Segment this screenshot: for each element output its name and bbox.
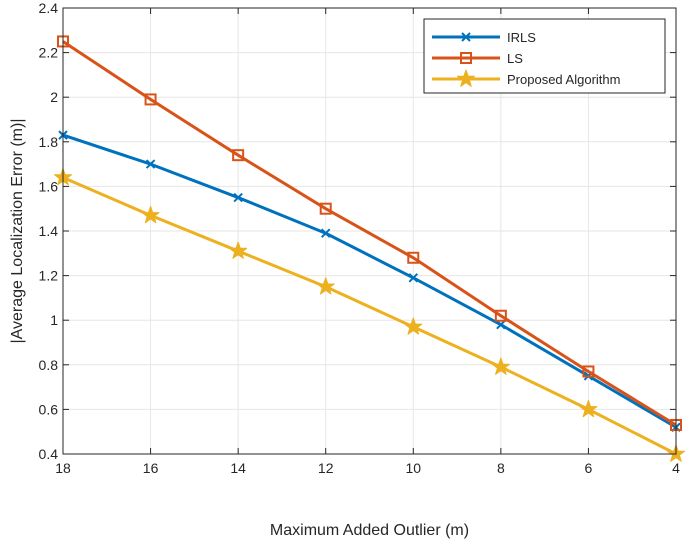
data-point [407,251,420,264]
x-tick-label: 8 [497,460,505,476]
y-axis-title: |Average Localization Error (m)| [9,119,26,344]
data-point [319,202,332,215]
y-tick-label: 2.2 [39,45,59,61]
legend-label: IRLS [507,30,536,45]
x-tick-label: 18 [55,460,71,476]
y-tick-label: 1.6 [39,178,59,194]
y-tick-label: 0.6 [39,401,59,417]
series-line [62,133,677,429]
data-point [494,309,507,322]
legend-item: IRLS [432,30,536,45]
y-tick-label: 1.4 [39,223,59,239]
x-tick-label: 16 [143,460,159,476]
x-tick-label: 12 [318,460,334,476]
legend-marker [460,52,472,64]
data-point [496,319,506,330]
data-point [232,149,245,162]
x-tick-label: 6 [585,460,593,476]
legend-item: LS [432,51,523,66]
x-axis-title: Maximum Added Outlier (m) [270,522,469,539]
legend: IRLS LS Proposed Algorithm [423,18,666,94]
y-tick-label: 1.8 [39,134,59,150]
x-tick-label: 10 [405,460,421,476]
series-group [53,35,686,462]
y-tick-label: 0.8 [39,357,59,373]
data-point [144,93,157,106]
legend-label: LS [507,51,523,66]
legend-item: Proposed Algorithm [432,69,620,87]
x-tick-label: 4 [672,460,680,476]
y-tick-label: 1 [50,312,58,328]
data-point [229,241,248,259]
y-tick-label: 2 [50,89,58,105]
data-point [582,365,595,378]
legend-marker [461,32,471,42]
y-tick-label: 2.4 [39,0,59,16]
series-line [62,40,677,427]
y-tick-label: 0.4 [39,446,59,462]
series-line [62,176,677,456]
x-tick-label: 14 [230,460,246,476]
data-point [491,357,510,375]
data-point [316,277,335,295]
data-point [141,205,160,224]
data-point [145,159,156,169]
data-point [233,192,243,203]
data-point [579,399,598,418]
axis-ticks: 18 16 14 12 10 8 6 4 0.4 0.6 0.8 1 1.2 1.4 1.6 1.8 2 2.2 2… [39,0,681,476]
legend-label: Proposed Algorithm [507,72,620,87]
legend-marker [456,69,476,87]
y-tick-label: 1.2 [39,268,59,284]
data-point [321,228,331,238]
data-point [408,273,418,283]
data-point [404,317,423,335]
